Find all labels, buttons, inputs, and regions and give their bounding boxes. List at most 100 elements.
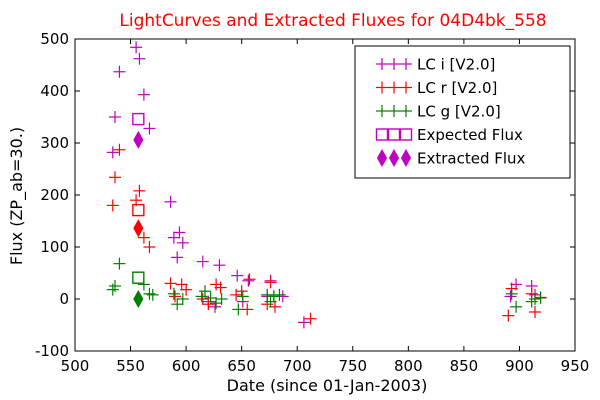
series-extracted-flux	[133, 130, 144, 309]
data-point-plus	[215, 293, 228, 305]
data-point-diamond	[133, 219, 144, 238]
legend-marker-plus	[388, 81, 400, 94]
data-point-plus	[143, 241, 156, 253]
x-tick-label: 700	[283, 357, 312, 375]
data-point-plus	[261, 288, 274, 301]
y-tick-label: 200	[40, 186, 69, 204]
data-point-plus	[231, 269, 244, 282]
chart-title: LightCurves and Extracted Fluxes for 04D…	[119, 11, 546, 31]
data-point-plus	[242, 274, 255, 287]
data-point-plus	[137, 231, 150, 244]
data-point-plus	[109, 280, 121, 292]
plot-area: 500 550 600 650 700 750 800 850 900 950 -100 0 100 20…	[35, 30, 589, 375]
x-tick-label: 650	[227, 357, 256, 375]
data-point-plus	[243, 273, 256, 286]
legend-item: Extracted Flux	[376, 148, 526, 168]
legend-label: LC i [V2.0]	[417, 56, 495, 74]
data-point-plus	[171, 298, 184, 311]
data-point-plus	[167, 287, 180, 300]
data-point-plus	[510, 300, 523, 313]
x-tick-label: 600	[172, 357, 201, 375]
data-point-plus	[195, 290, 208, 303]
series-lc-g-v2-0	[106, 257, 547, 316]
x-tick-label: 900	[505, 357, 534, 375]
legend-marker-diamond	[388, 148, 400, 168]
data-point-plus	[196, 293, 209, 305]
x-tick-label: 800	[394, 357, 423, 375]
data-point-plus	[109, 111, 121, 123]
data-point-diamond	[133, 289, 144, 309]
data-point-plus	[304, 312, 317, 325]
data-point-plus	[534, 291, 547, 304]
data-point-plus	[113, 65, 126, 78]
legend-item: Expected Flux	[375, 126, 523, 144]
data-point-square	[132, 112, 145, 126]
data-point-plus	[504, 290, 517, 303]
data-point-plus	[199, 285, 211, 298]
x-tick-label: 550	[116, 357, 145, 375]
data-point-plus	[146, 288, 159, 301]
y-tick-label: -100	[35, 342, 69, 360]
legend-item: LC i [V2.0]	[376, 56, 495, 74]
data-point-plus	[204, 291, 217, 304]
data-point-plus	[173, 226, 186, 239]
legend-marker-plus	[400, 105, 412, 117]
x-tick-label: 500	[61, 357, 90, 375]
legend-marker-plus	[400, 58, 412, 70]
data-point-plus	[232, 303, 245, 316]
data-point-plus	[130, 41, 143, 54]
x-tick-label: 850	[450, 357, 479, 375]
data-point-plus	[529, 306, 541, 318]
data-point-plus	[264, 295, 277, 308]
data-point-plus	[297, 316, 310, 329]
legend: LC i [V2.0] LC r [V2.0] LC g [V2.0] Expecte…	[354, 45, 571, 179]
data-point-plus	[106, 199, 119, 212]
data-point-plus	[164, 277, 177, 290]
legend-label: LC g [V2.0]	[417, 103, 501, 121]
legend-label: Expected Flux	[417, 126, 523, 144]
legend-marker-square	[387, 128, 401, 141]
legend-marker-plus	[388, 58, 400, 70]
data-point-plus	[267, 290, 280, 303]
data-point-plus	[236, 290, 249, 303]
legend-marker-diamond	[400, 148, 412, 168]
legend-marker-plus	[400, 81, 412, 94]
legend-marker-plus	[376, 58, 388, 70]
data-point-plus	[143, 287, 156, 300]
data-point-plus	[273, 288, 286, 301]
data-point-plus	[505, 287, 518, 300]
data-point-square	[132, 271, 145, 284]
data-point-plus	[143, 122, 156, 135]
series-expected-flux	[132, 112, 145, 284]
data-point-plus	[176, 236, 189, 249]
series-lc-r-v2-0	[106, 143, 547, 325]
legend-item: LC g [V2.0]	[376, 103, 501, 121]
data-point-plus	[167, 231, 180, 244]
y-tick-label: 500	[40, 30, 69, 48]
y-axis-label: Flux (ZP_ab=30.)	[7, 127, 27, 265]
data-point-plus	[529, 293, 541, 305]
data-point-square	[132, 203, 145, 217]
data-point-plus	[169, 290, 181, 303]
data-point-plus	[264, 276, 277, 289]
data-point-diamond	[133, 130, 144, 149]
data-point-plus	[202, 298, 215, 311]
data-point-plus	[164, 195, 177, 208]
x-axis-label: Date (since 01-Jan-2003)	[227, 376, 428, 395]
data-point-plus	[171, 251, 184, 264]
legend-marker-plus	[376, 81, 388, 94]
legend-label: Extracted Flux	[417, 150, 526, 168]
data-point-plus	[109, 171, 121, 184]
legend-label: LC r [V2.0]	[417, 79, 497, 97]
legend-marker-diamond	[376, 148, 388, 168]
data-point-plus	[235, 285, 248, 298]
y-tick-label: 100	[40, 238, 69, 256]
y-tick-label: 400	[40, 82, 69, 100]
data-point-plus	[502, 309, 515, 322]
data-point-plus	[133, 184, 146, 197]
legend-marker-square	[375, 128, 389, 141]
data-point-plus	[106, 146, 119, 159]
data-point-plus	[113, 257, 126, 270]
legend-marker-plus	[376, 105, 388, 117]
